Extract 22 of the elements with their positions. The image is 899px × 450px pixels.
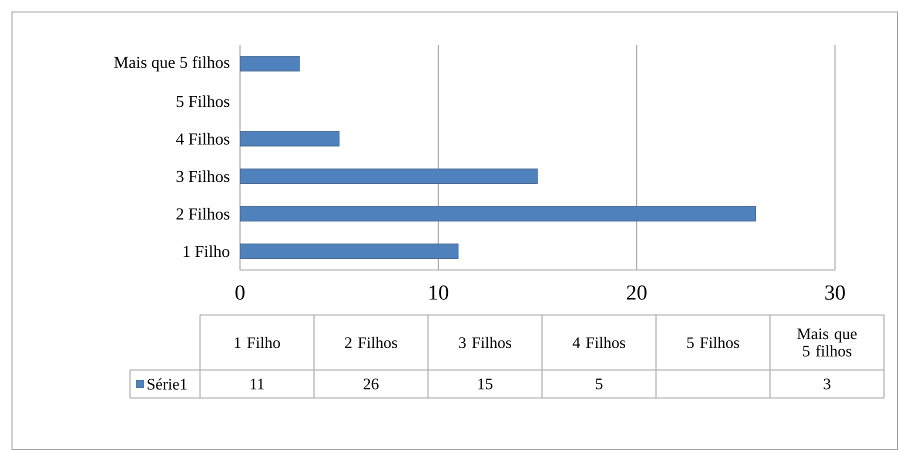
x-tick-label: 0 [235,285,245,300]
x-tick-label: 10 [430,285,448,300]
y-tick-label: 3 Filhos [176,170,230,182]
y-tick-label: 4 Filhos [176,132,230,145]
category-label: 3 Filhos [459,336,512,348]
text: 3 [824,378,830,390]
category-label: Mais que 5 filhos [797,328,857,357]
x-tick-label: 30 [825,285,845,300]
text: 15 [478,378,492,390]
legend-label: Série1 [148,378,187,390]
y-tick-label: 1 Filho [184,245,230,258]
category-label: 5 Filhos [687,336,740,348]
category-label: 1 Filho [234,336,280,348]
text: 5 [596,378,602,390]
text: 26 [364,378,379,390]
category-label: 4 Filhos [572,336,626,348]
x-tick-label: 20 [626,285,647,300]
text: 11 [250,378,264,390]
y-tick-label: 2 Filhos [176,208,230,220]
category-label: 2 Filhos [345,336,398,348]
y-tick-label: 5 Filhos [176,95,230,108]
y-tick-label: Mais que 5 filhos [114,56,230,72]
